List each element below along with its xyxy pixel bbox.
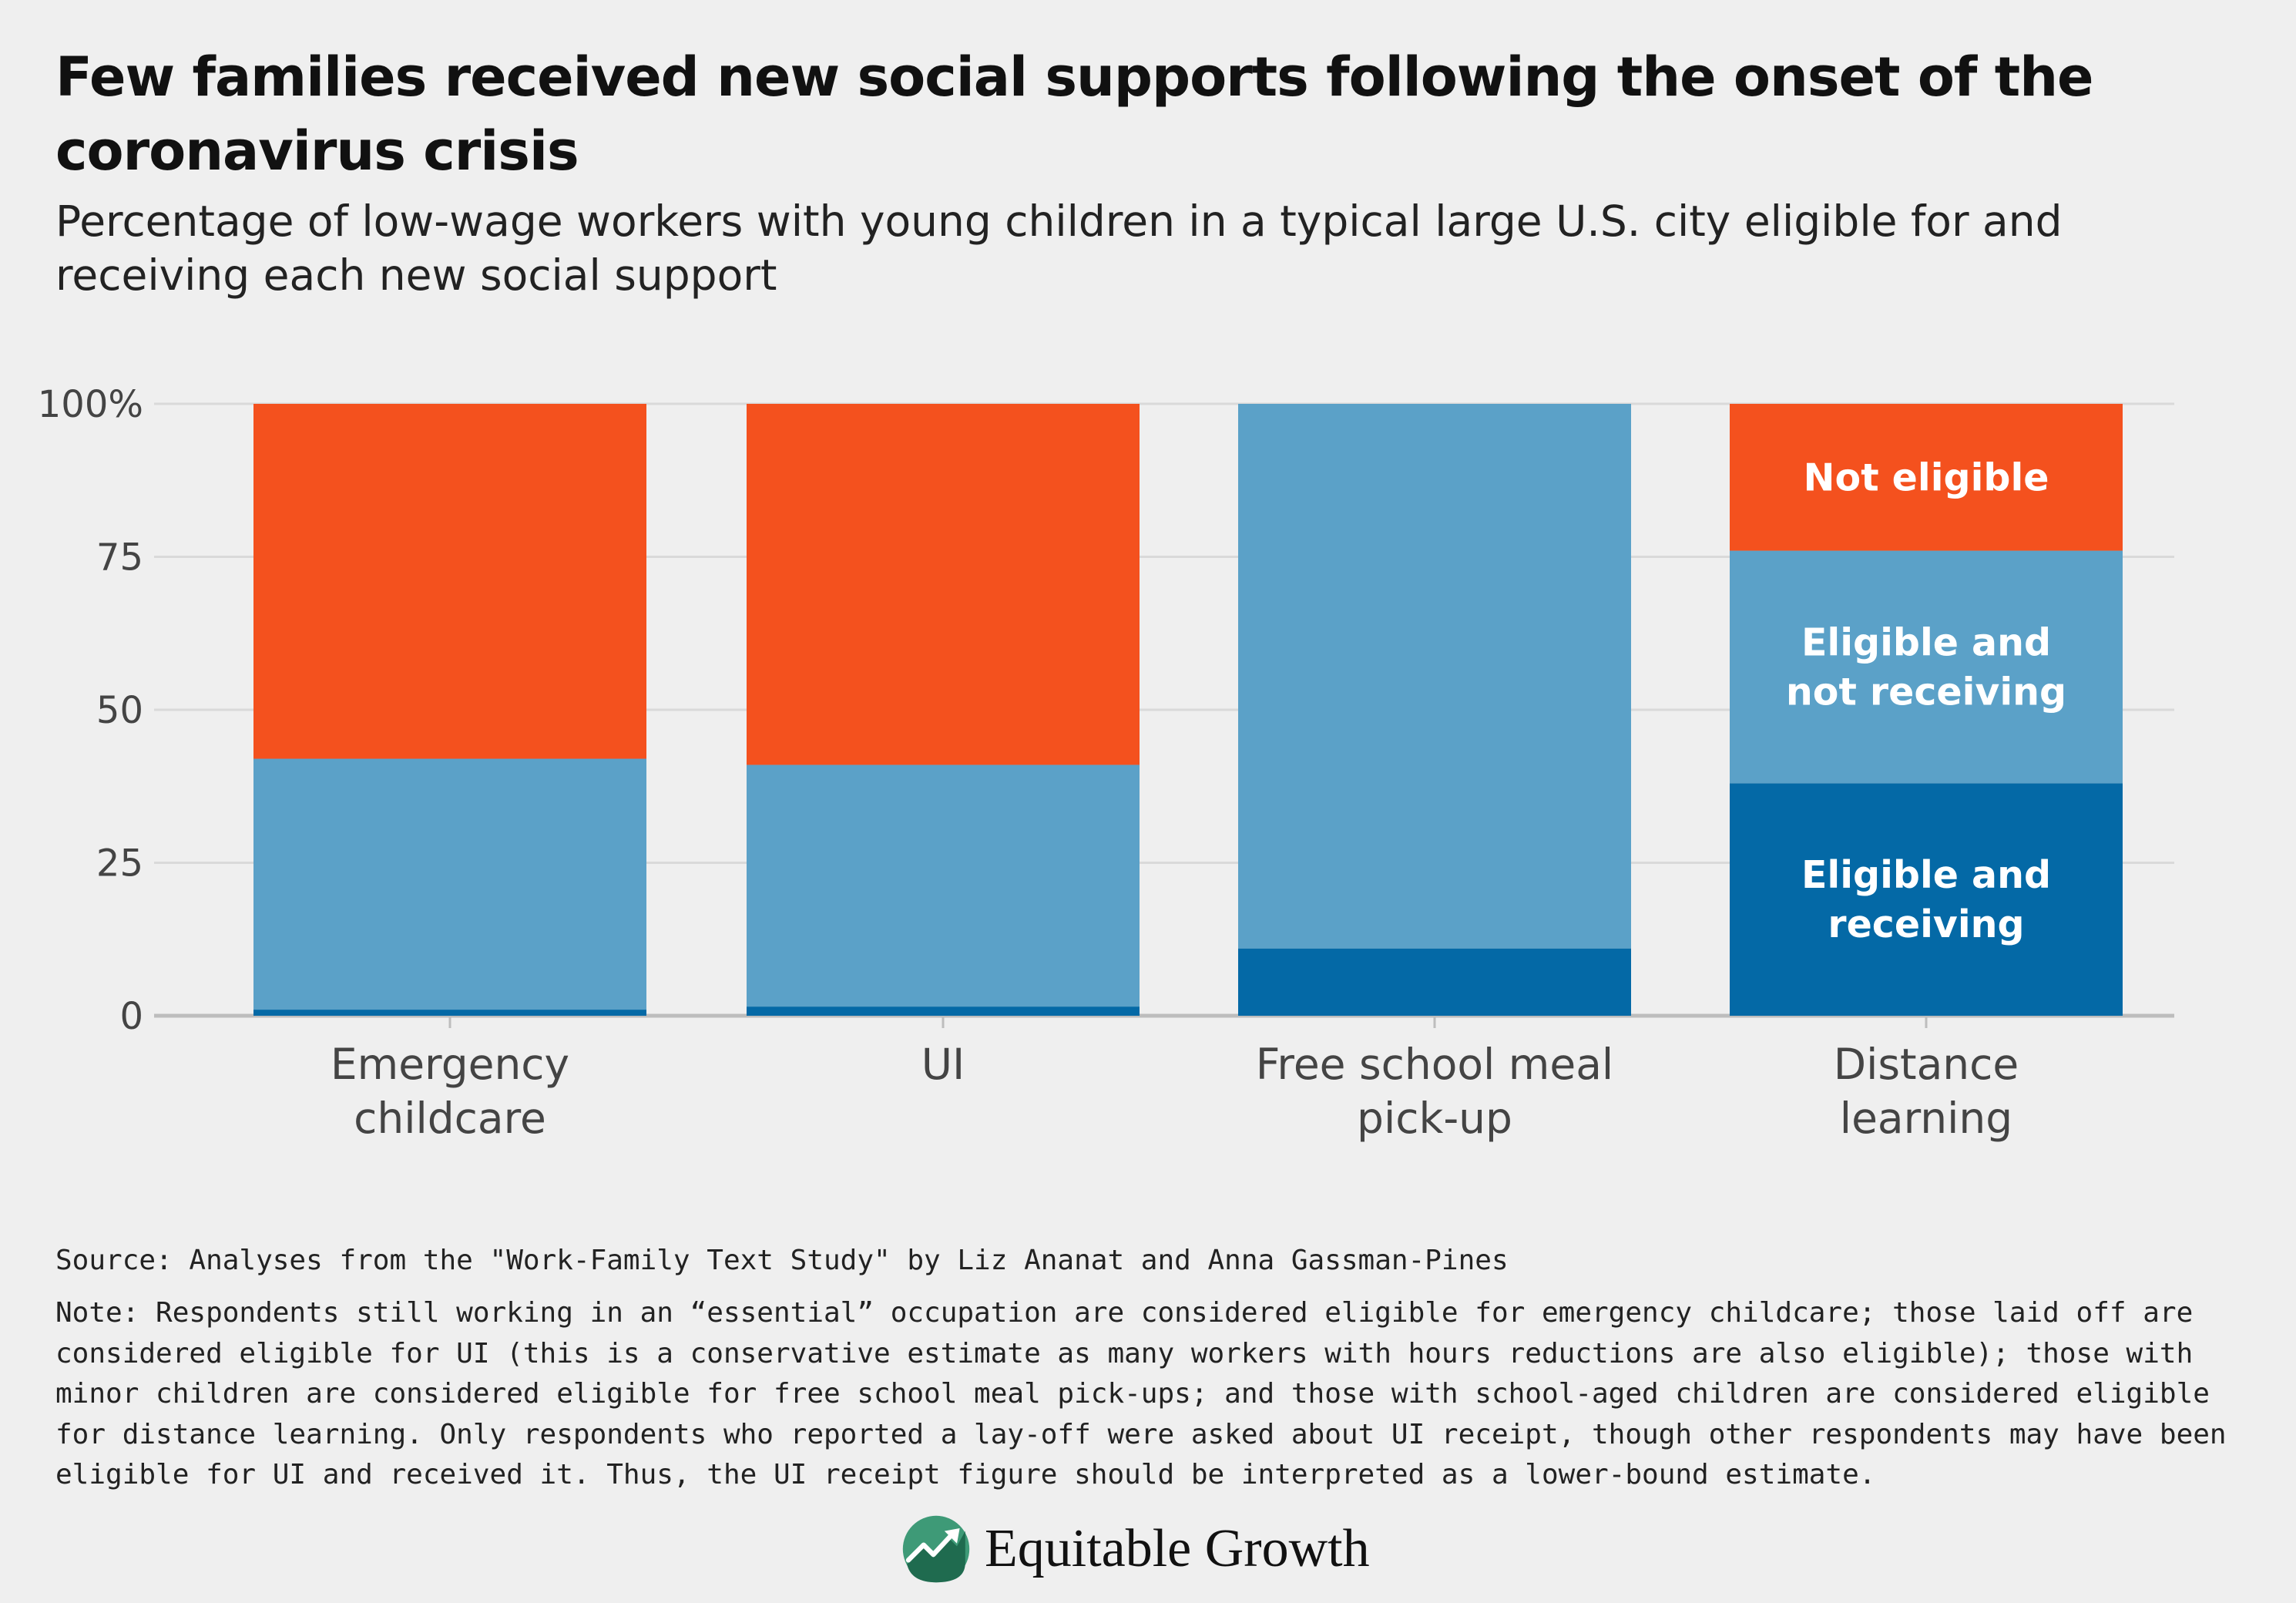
equitable-growth-logo[interactable]: Equitable Growth [901,1511,1370,1588]
bar-segment [747,1006,1140,1016]
x-category-label: UI [921,1040,965,1089]
segment-label: Eligible and [1801,620,2051,664]
x-category-label: pick-up [1357,1094,1512,1143]
bar-segment [1238,404,1631,949]
y-tick-label: 50 [96,689,143,732]
x-category-label: Free school meal [1256,1040,1613,1089]
y-tick-label: 75 [96,536,143,580]
x-category-label: childcare [354,1094,546,1143]
methodology-note: Note: Respondents still working in an “e… [55,1297,2227,1490]
bar-segment [1730,404,2123,551]
bar-segment [747,765,1140,1007]
bar-segment [253,404,646,759]
x-category-label: Emergency [331,1040,569,1089]
bar-segment [747,404,1140,765]
y-tick-label: 0 [119,995,143,1038]
logo-text: Equitable Growth [985,1519,1370,1578]
chart-title: Few families received new social support… [55,45,2094,183]
source-note: Source: Analyses from the "Work-Family T… [55,1245,1509,1276]
bar-segment [1238,948,1631,1016]
segment-label: not receiving [1786,670,2066,714]
x-category-label: learning [1840,1094,2012,1143]
equitable-growth-logo-icon [902,1515,970,1583]
y-tick-label: 25 [96,842,143,886]
stacked-bar-chart: 0 25 50 75 100% Emergency childcare UI Free scho… [38,383,2174,1143]
bar-segment [1730,783,2123,1016]
y-tick-label: 100% [38,383,143,426]
segment-label: receiving [1828,902,2024,946]
bars [253,404,2123,1016]
x-category-label: Distance [1834,1040,2019,1089]
chart-subtitle: Percentage of low-wage workers with youn… [55,197,2063,300]
bar-segment [253,758,646,1010]
segment-label: Not eligible [1804,455,2049,499]
labels: 0 25 50 75 100% Emergency childcare UI Free scho… [38,383,2066,1143]
bar-segment [253,1010,646,1016]
bar-segment [1730,550,2123,784]
segment-label: Eligible and [1801,853,2051,897]
